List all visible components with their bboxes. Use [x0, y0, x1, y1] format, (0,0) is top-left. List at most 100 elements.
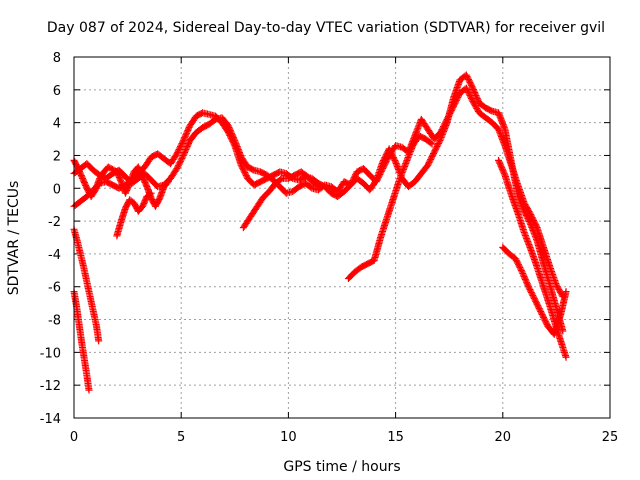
series-track-10: [499, 243, 570, 338]
data-point: [184, 140, 192, 148]
data-point: [230, 140, 238, 148]
x-axis-label: GPS time / hours: [283, 459, 400, 475]
data-point: [427, 139, 435, 147]
y-tick-label: -14: [40, 412, 61, 427]
data-point: [428, 140, 436, 148]
x-tick-label: 0: [70, 430, 78, 445]
series-track-5: [239, 168, 325, 232]
data-point: [499, 167, 507, 175]
series-track-7: [70, 225, 103, 345]
data-point: [498, 164, 506, 172]
data-point: [498, 165, 506, 173]
data-point: [496, 159, 504, 167]
data-point: [470, 87, 478, 95]
data-point: [179, 153, 187, 161]
data-point: [562, 288, 570, 296]
y-axis: -14 -12 -10 -8 -6 -4 -2 0 2 4 6 8: [40, 51, 610, 427]
x-axis: 0 5 10 15 20 25: [70, 57, 618, 445]
data-point: [468, 83, 476, 91]
y-axis-label: SDTVAR / TECUs: [6, 181, 22, 296]
data-point: [521, 275, 529, 283]
y-tick-label: 0: [53, 182, 61, 197]
x-tick-label: 5: [177, 430, 185, 445]
data-point: [519, 271, 527, 279]
x-tick-label: 20: [495, 430, 512, 445]
data-point: [495, 158, 503, 166]
x-tick-label: 15: [387, 430, 404, 445]
data-point: [526, 219, 534, 227]
data-point: [524, 281, 532, 289]
data-point: [180, 135, 188, 143]
data-point: [183, 128, 191, 136]
data-point: [85, 386, 93, 394]
data-point: [183, 144, 191, 152]
data-point: [436, 137, 444, 145]
plot-border: [73, 56, 611, 419]
data-point: [184, 125, 192, 133]
y-tick-label: 8: [53, 51, 61, 66]
y-tick-label: -10: [40, 346, 61, 361]
data-point: [519, 269, 527, 277]
data-point: [471, 89, 479, 97]
y-tick-label: 2: [53, 149, 61, 164]
data-point: [495, 156, 503, 164]
y-tick-label: -4: [48, 248, 61, 263]
y-tick-label: -2: [48, 215, 61, 230]
y-tick-label: -6: [48, 281, 61, 296]
data-point: [522, 277, 530, 285]
data-point: [523, 278, 531, 286]
data-point: [520, 272, 528, 280]
data-point: [184, 126, 192, 134]
data-point: [517, 267, 525, 275]
chart-title: Day 087 of 2024, Sidereal Day-to-day VTE…: [47, 20, 605, 36]
y-tick-label: -12: [40, 379, 61, 394]
data-point: [146, 190, 154, 198]
data-points: [70, 71, 570, 394]
data-point: [95, 337, 103, 345]
data-point: [562, 353, 570, 361]
data-point: [472, 92, 480, 100]
data-point: [181, 132, 189, 140]
data-point: [181, 134, 189, 142]
data-point: [497, 162, 505, 170]
data-point: [473, 93, 481, 101]
y-tick-label: 4: [53, 117, 61, 132]
data-point: [391, 157, 399, 165]
y-tick-label: -8: [48, 314, 61, 329]
data-point: [181, 149, 189, 157]
x-tick-label: 10: [280, 430, 297, 445]
series-track-6: [344, 132, 436, 283]
data-point: [183, 129, 191, 137]
data-point: [182, 131, 190, 139]
data-point: [500, 168, 508, 176]
data-point: [518, 268, 526, 276]
y-tick-label: 6: [53, 84, 61, 99]
data-point: [182, 146, 190, 154]
data-point: [317, 183, 325, 191]
series-track-3: [70, 156, 172, 210]
data-point: [179, 137, 187, 145]
data-point: [474, 96, 482, 104]
data-point: [521, 274, 529, 282]
data-point: [473, 95, 481, 103]
data-point: [315, 182, 323, 190]
data-point: [179, 151, 187, 159]
data-point: [184, 141, 192, 149]
data-point: [469, 86, 477, 94]
data-point: [164, 178, 172, 186]
data-point: [180, 150, 188, 158]
data-point: [179, 138, 187, 146]
data-point: [500, 170, 508, 178]
data-point: [471, 90, 479, 98]
data-point: [469, 84, 477, 92]
data-point: [523, 280, 531, 288]
data-point: [163, 179, 171, 187]
data-point: [181, 147, 189, 155]
data-point: [147, 189, 155, 197]
x-tick-label: 25: [602, 430, 619, 445]
data-point: [183, 143, 191, 151]
data-point: [496, 161, 504, 169]
series-track-4: [113, 189, 155, 240]
